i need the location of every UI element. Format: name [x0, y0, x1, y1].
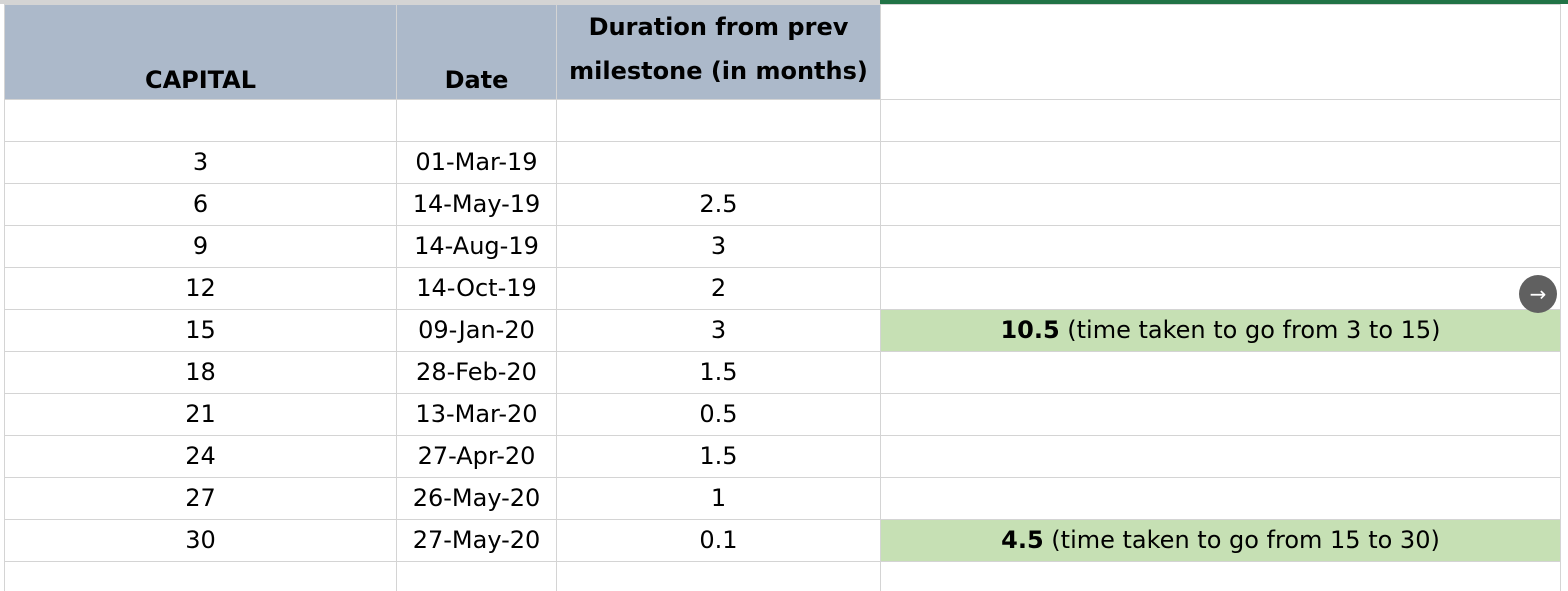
capital-cell[interactable]: 12	[4, 267, 397, 310]
date-cell[interactable]: 27-May-20	[396, 519, 557, 562]
capital-cell[interactable]: 18	[4, 351, 397, 394]
capital-cell[interactable]	[4, 561, 397, 591]
capital-cell[interactable]: 6	[4, 183, 397, 226]
empty-cell[interactable]	[880, 141, 1561, 184]
capital-cell[interactable]: 21	[4, 393, 397, 436]
date-cell[interactable]: 28-Feb-20	[396, 351, 557, 394]
table-row: 27 26-May-20 1	[4, 477, 1561, 520]
duration-cell[interactable]	[556, 141, 881, 184]
duration-cell[interactable]: 2	[556, 267, 881, 310]
table-row: 3 01-Mar-19	[4, 141, 1561, 184]
note-cell[interactable]: 4.5 (time taken to go from 15 to 30)	[880, 519, 1561, 562]
table-row: 18 28-Feb-20 1.5	[4, 351, 1561, 394]
empty-cell[interactable]	[880, 477, 1561, 520]
capital-cell[interactable]: 15	[4, 309, 397, 352]
header-empty-cell[interactable]	[880, 4, 1561, 100]
data-table: CAPITAL Date Duration from prev mileston…	[4, 4, 1561, 591]
header-date[interactable]: Date	[396, 4, 557, 100]
table-row	[4, 99, 1561, 142]
date-cell[interactable]: 09-Jan-20	[396, 309, 557, 352]
table-row: 9 14-Aug-19 3	[4, 225, 1561, 268]
date-cell[interactable]: 14-Oct-19	[396, 267, 557, 310]
table-row: 6 14-May-19 2.5	[4, 183, 1561, 226]
selected-cell-border	[880, 0, 1568, 4]
note-value: 10.5	[1000, 316, 1060, 345]
table-row: 21 13-Mar-20 0.5	[4, 393, 1561, 436]
date-cell[interactable]: 14-May-19	[396, 183, 557, 226]
date-cell[interactable]: 01-Mar-19	[396, 141, 557, 184]
date-cell[interactable]	[396, 561, 557, 591]
date-cell[interactable]: 26-May-20	[396, 477, 557, 520]
date-cell[interactable]: 14-Aug-19	[396, 225, 557, 268]
table-row: 30 27-May-20 0.1 4.5 (time taken to go from…	[4, 519, 1561, 562]
header-duration[interactable]: Duration from prev milestone (in months)	[556, 4, 881, 100]
table-row	[4, 561, 1561, 591]
date-cell[interactable]: 27-Apr-20	[396, 435, 557, 478]
duration-cell[interactable]: 1	[556, 477, 881, 520]
capital-cell[interactable]: 9	[4, 225, 397, 268]
date-cell[interactable]: 13-Mar-20	[396, 393, 557, 436]
duration-cell[interactable]: 3	[556, 225, 881, 268]
header-duration-label: Duration from prev milestone (in months)	[569, 13, 868, 85]
capital-cell[interactable]	[4, 99, 397, 142]
table-row: 12 14-Oct-19 2	[4, 267, 1561, 310]
duration-cell[interactable]: 0.5	[556, 393, 881, 436]
header-capital[interactable]: CAPITAL	[4, 4, 397, 100]
note-text: (time taken to go from 15 to 30)	[1043, 526, 1440, 555]
capital-cell[interactable]: 27	[4, 477, 397, 520]
arrow-right-icon[interactable]: →	[1519, 275, 1557, 313]
empty-cell[interactable]	[880, 561, 1561, 591]
top-gridline	[0, 0, 1568, 4]
duration-cell[interactable]	[556, 99, 881, 142]
note-value: 4.5	[1001, 526, 1044, 555]
duration-cell[interactable]: 1.5	[556, 435, 881, 478]
empty-cell[interactable]	[880, 267, 1561, 310]
header-row: CAPITAL Date Duration from prev mileston…	[4, 4, 1561, 100]
note-text: (time taken to go from 3 to 15)	[1059, 316, 1441, 345]
duration-cell[interactable]: 0.1	[556, 519, 881, 562]
date-cell[interactable]	[396, 99, 557, 142]
table-row: 24 27-Apr-20 1.5	[4, 435, 1561, 478]
empty-cell[interactable]	[880, 435, 1561, 478]
duration-cell[interactable]: 1.5	[556, 351, 881, 394]
capital-cell[interactable]: 3	[4, 141, 397, 184]
empty-cell[interactable]	[880, 351, 1561, 394]
table-row: 15 09-Jan-20 3 10.5 (time taken to go from …	[4, 309, 1561, 352]
capital-cell[interactable]: 30	[4, 519, 397, 562]
empty-cell[interactable]	[880, 393, 1561, 436]
duration-cell[interactable]: 2.5	[556, 183, 881, 226]
duration-cell[interactable]: 3	[556, 309, 881, 352]
note-cell[interactable]: 10.5 (time taken to go from 3 to 15)	[880, 309, 1561, 352]
empty-cell[interactable]	[880, 183, 1561, 226]
duration-cell[interactable]	[556, 561, 881, 591]
empty-cell[interactable]	[880, 99, 1561, 142]
capital-cell[interactable]: 24	[4, 435, 397, 478]
empty-cell[interactable]	[880, 225, 1561, 268]
